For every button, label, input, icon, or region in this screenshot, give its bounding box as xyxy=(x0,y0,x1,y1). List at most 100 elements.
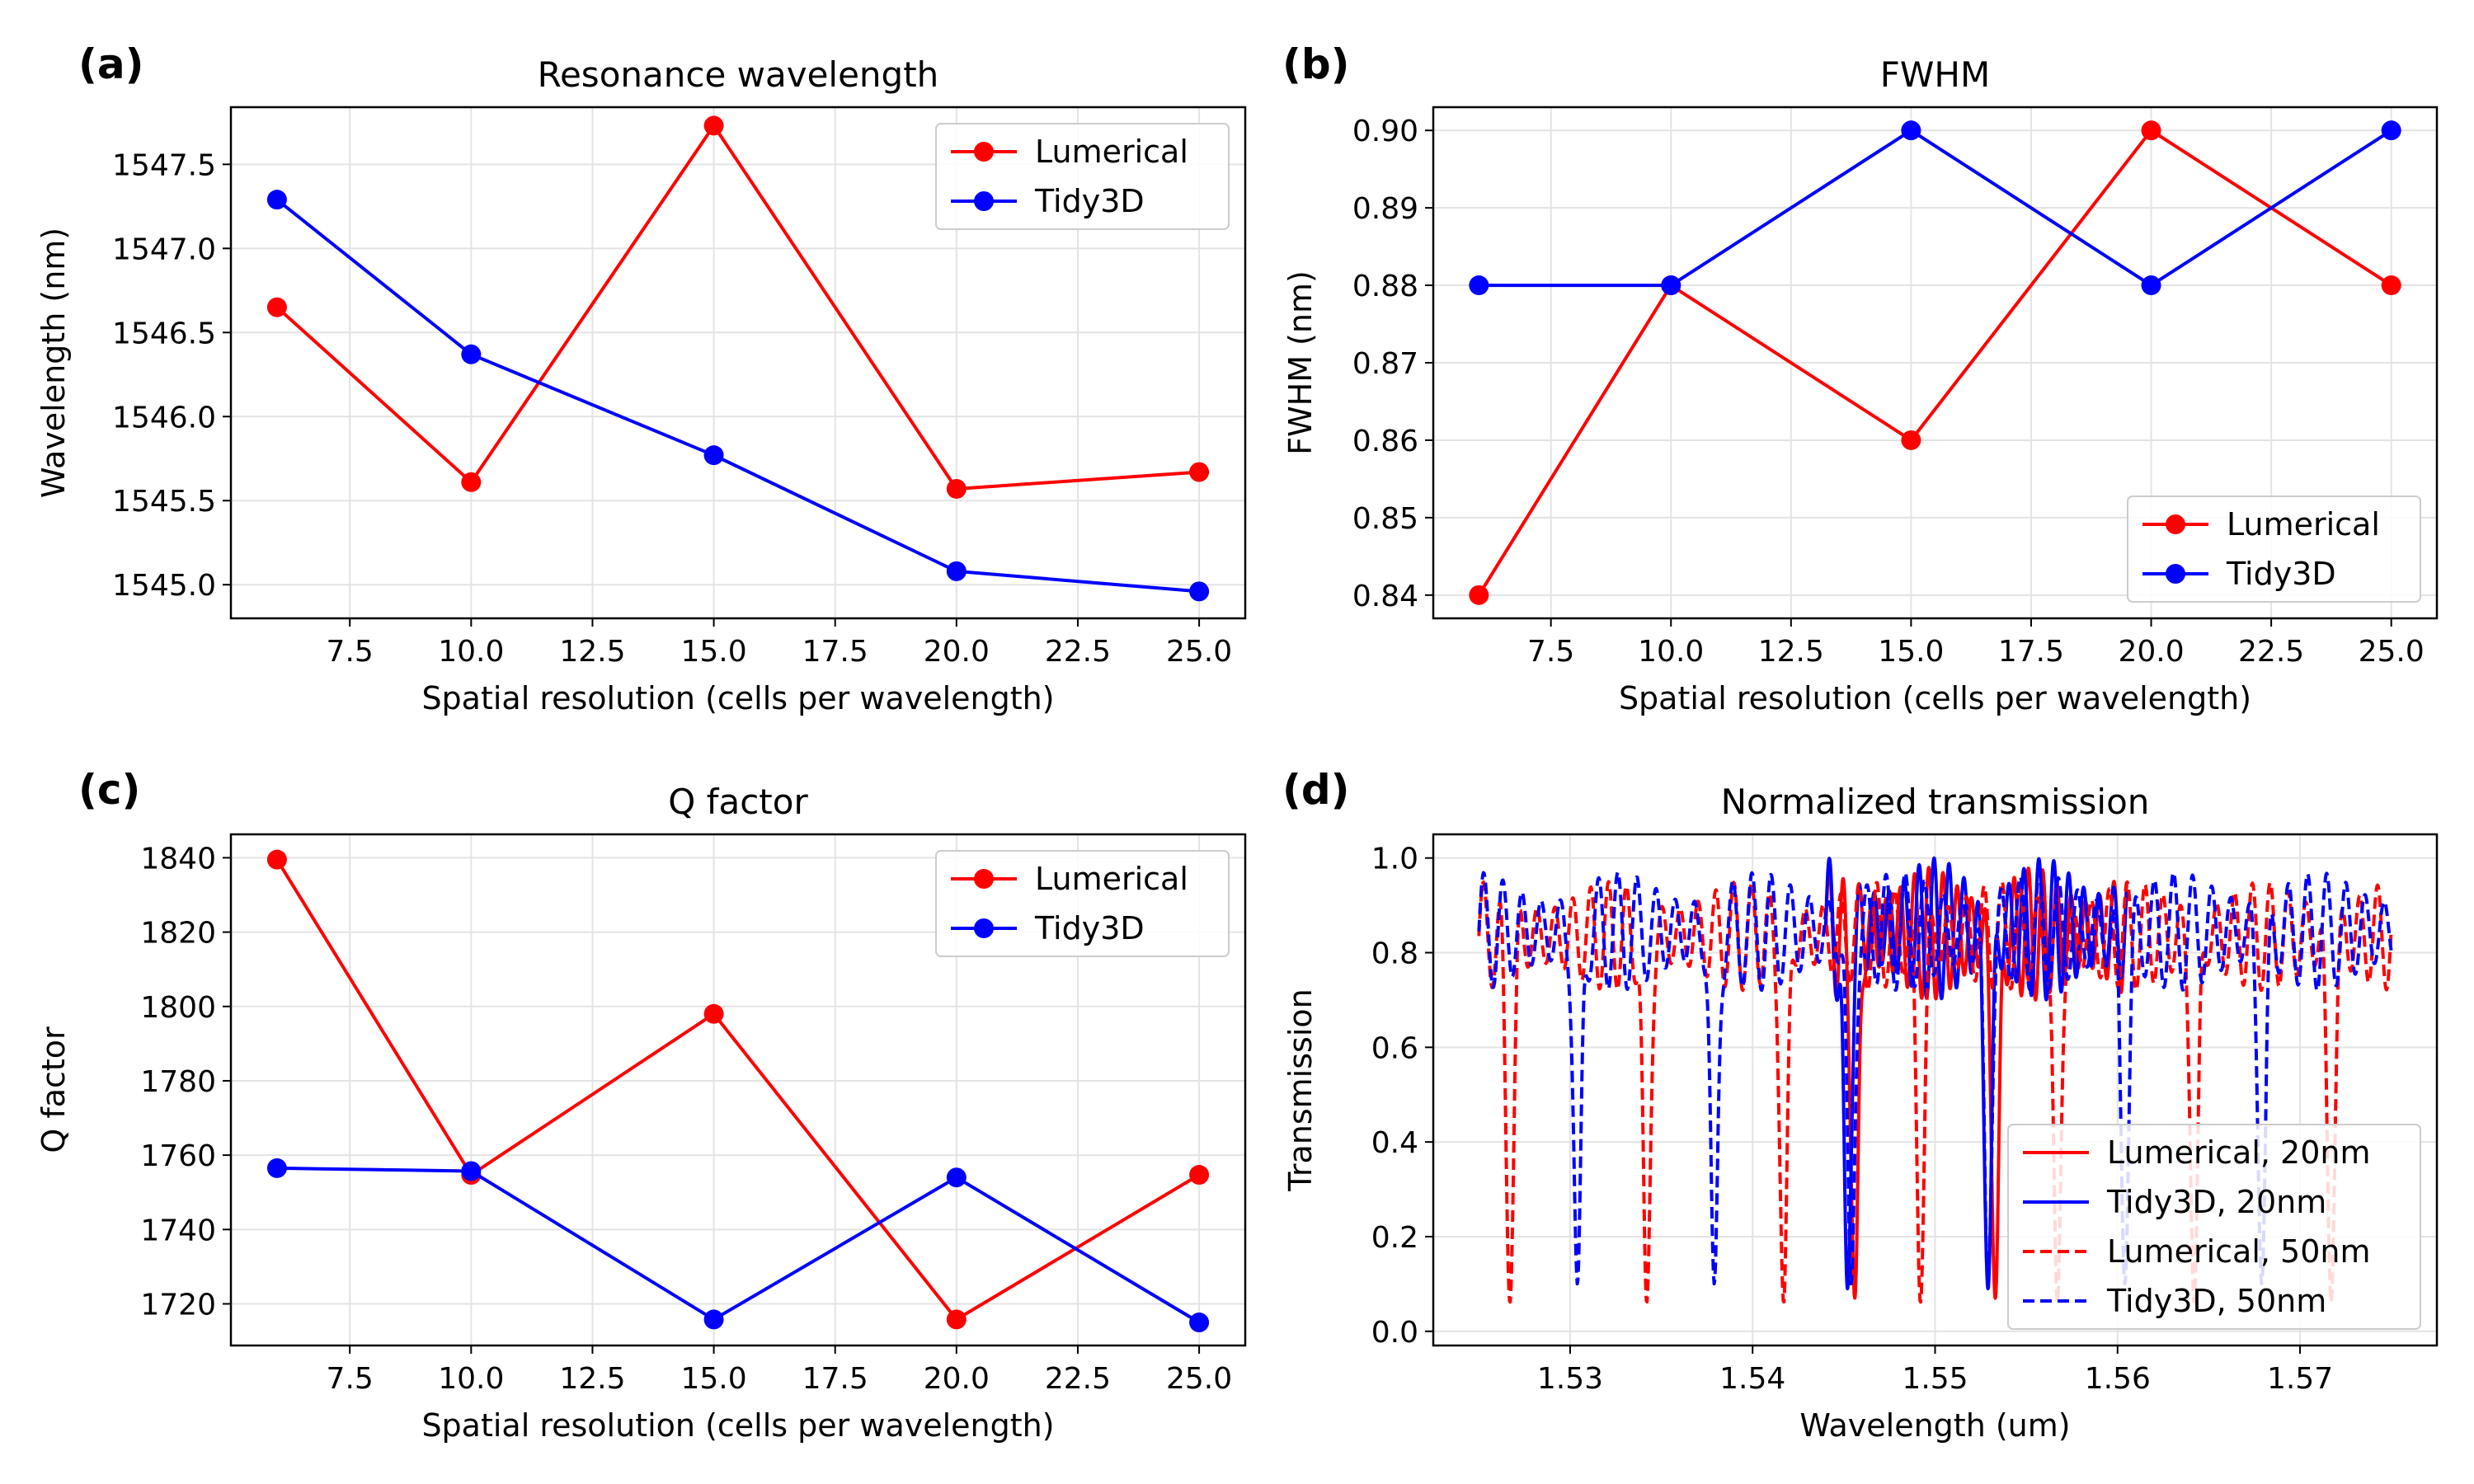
legend-label: Lumerical, 50nm xyxy=(2107,1233,2371,1270)
data-point xyxy=(1661,275,1681,296)
legend-marker xyxy=(974,142,994,162)
plot-area xyxy=(266,115,1210,602)
series-line-tidy3d xyxy=(275,198,1200,594)
chart-panel-4: (d) Normalized transmission 1.53 1.54 1.55 1.… xyxy=(1282,766,2439,1444)
data-point xyxy=(2381,120,2401,141)
data-point xyxy=(1469,585,1489,605)
data-point xyxy=(2141,275,2161,296)
x-tick-label: 25.0 xyxy=(2359,635,2425,669)
x-tick-label: 1.57 xyxy=(2267,1362,2333,1396)
data-point xyxy=(1189,1313,1210,1333)
y-tick-label: 1720 xyxy=(140,1288,216,1322)
data-point xyxy=(703,1309,724,1330)
series-line-lumerical-50nm xyxy=(1477,880,2393,1304)
x-tick-label: 10.0 xyxy=(438,635,504,669)
x-axis-label: Spatial resolution (cells per wavelength… xyxy=(421,680,1054,716)
y-axis-label: Q factor xyxy=(35,1026,72,1153)
x-tick-label: 15.0 xyxy=(680,1362,746,1396)
data-point xyxy=(2381,275,2401,296)
y-tick-label: 1546.0 xyxy=(112,401,216,434)
data-point xyxy=(461,1161,482,1181)
panel-label: (b) xyxy=(1282,40,1350,88)
y-tick-label: 0.88 xyxy=(1352,270,1418,303)
x-tick-label: 22.5 xyxy=(2238,635,2304,669)
x-tick-label: 15.0 xyxy=(680,635,746,669)
chart-panel-2: (b) FWHM 7.5 10.0 12.5 15.0 17.5 20.0 22.5 25.0 0.… xyxy=(1282,40,2439,716)
legend: Lumerical, 20nm Tidy3D, 20nm Lumerical, 50… xyxy=(2007,1124,2421,1330)
legend-label: Tidy3D xyxy=(1034,910,1145,946)
legend-frame xyxy=(2007,1124,2421,1330)
data-point xyxy=(946,1309,967,1330)
y-tick-label: 1840 xyxy=(140,842,216,876)
x-tick-label: 1.54 xyxy=(1719,1362,1785,1396)
data-point xyxy=(703,1003,724,1024)
x-tick-label: 12.5 xyxy=(559,635,625,669)
y-tick-label: 0.90 xyxy=(1352,115,1418,148)
legend-marker xyxy=(2166,514,2185,534)
axes-frame xyxy=(1432,833,2439,1347)
chart-title: Normalized transmission xyxy=(1721,782,2150,822)
series-line-tidy3d-50nm xyxy=(1477,870,2393,1286)
x-tick-label: 20.0 xyxy=(924,635,990,669)
y-tick-label: 1545.5 xyxy=(112,485,216,519)
x-tick-label: 20.0 xyxy=(2118,635,2184,669)
y-tick-label: 0.4 xyxy=(1371,1126,1418,1160)
data-point xyxy=(1901,120,1921,141)
data-point xyxy=(1189,1165,1210,1186)
data-point xyxy=(266,297,287,317)
data-point xyxy=(946,478,967,499)
axes-frame xyxy=(229,106,1247,620)
plot-area xyxy=(1469,120,2401,605)
y-tick-label: 1780 xyxy=(140,1065,216,1099)
data-point xyxy=(266,1158,287,1178)
chart-title: FWHM xyxy=(1880,54,1991,95)
y-tick-label: 0.86 xyxy=(1352,425,1418,458)
panel-label: (d) xyxy=(1282,766,1350,814)
legend: Lumerical Tidy3D xyxy=(935,850,1230,957)
x-tick-label: 7.5 xyxy=(327,635,374,669)
y-tick-label: 0.85 xyxy=(1352,502,1418,536)
chart-title: Q factor xyxy=(668,782,808,822)
plot-area xyxy=(266,849,1210,1333)
y-axis-label: FWHM (nm) xyxy=(1282,270,1319,455)
y-tick-label: 1546.5 xyxy=(112,317,216,350)
axes-frame xyxy=(1432,106,2439,620)
legend-label: Lumerical xyxy=(1035,134,1188,170)
data-point xyxy=(703,445,724,466)
data-point xyxy=(946,1167,967,1188)
y-tick-label: 1740 xyxy=(140,1214,216,1247)
chart-panel-3: (c) Q factor 7.5 10.0 12.5 15.0 17.5 20.0 22.5 25… xyxy=(35,766,1247,1444)
data-point xyxy=(946,561,967,581)
y-tick-label: 1547.5 xyxy=(112,148,216,182)
x-tick-label: 1.56 xyxy=(2085,1362,2151,1396)
panel-label: (a) xyxy=(78,40,143,88)
legend-marker xyxy=(974,869,994,889)
y-tick-label: 1545.0 xyxy=(112,569,216,603)
y-tick-label: 0.6 xyxy=(1371,1031,1418,1065)
data-point xyxy=(1469,275,1489,296)
y-tick-label: 0.87 xyxy=(1352,347,1418,381)
data-point xyxy=(461,472,482,492)
x-tick-label: 22.5 xyxy=(1045,1362,1111,1396)
x-tick-label: 1.53 xyxy=(1537,1362,1603,1396)
axes-frame xyxy=(229,833,1247,1347)
data-point xyxy=(266,190,287,210)
x-tick-label: 22.5 xyxy=(1045,635,1111,669)
series-line-tidy3d xyxy=(276,1166,1201,1324)
y-tick-label: 1.0 xyxy=(1371,843,1418,876)
panel-label: (c) xyxy=(78,766,140,814)
legend-marker xyxy=(2166,564,2185,584)
x-tick-label: 17.5 xyxy=(1998,635,2064,669)
x-tick-label: 10.0 xyxy=(1638,635,1704,669)
x-tick-label: 1.55 xyxy=(1902,1362,1968,1396)
y-tick-label: 0.89 xyxy=(1352,192,1418,226)
legend-label: Tidy3D, 20nm xyxy=(2106,1184,2326,1220)
x-tick-label: 10.0 xyxy=(438,1362,504,1396)
legend-label: Tidy3D xyxy=(1034,183,1145,219)
y-tick-label: 1760 xyxy=(140,1139,216,1173)
legend-label: Lumerical xyxy=(1035,861,1188,897)
plot-area xyxy=(1477,856,2393,1304)
chart-panel-1: (a) Resonance wavelength 7.5 10.0 12.5 15.0 17… xyxy=(35,40,1247,716)
y-tick-label: 1547.0 xyxy=(112,232,216,266)
y-tick-label: 1820 xyxy=(140,917,216,951)
